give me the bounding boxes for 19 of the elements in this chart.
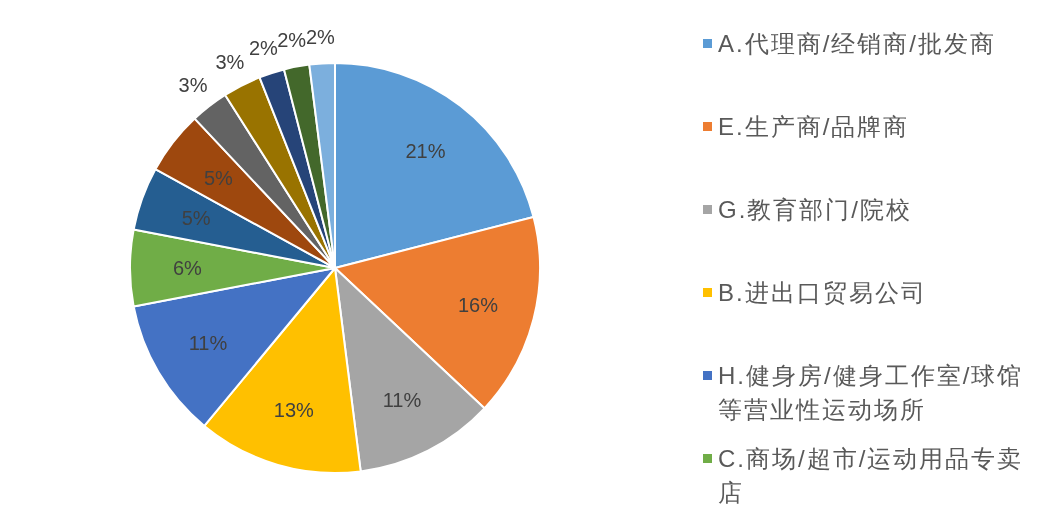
data-label: 11% [188,332,228,355]
data-label: 16% [457,293,499,316]
legend-label: C.商场/超市/运动用品专卖店 [718,444,1025,508]
data-label: 21% [405,140,446,163]
data-label: 13% [273,398,315,421]
data-label: 3% [215,50,245,73]
data-label: 3% [178,73,208,96]
legend-label: G.教育部门/院校 [718,195,913,225]
legend-label: B.进出口贸易公司 [718,278,928,308]
data-label: 5% [203,166,234,189]
data-label: 2% [248,36,279,59]
legend-label: A.代理商/经销商/批发商 [718,29,997,59]
data-label: 2% [306,25,336,48]
data-label: 6% [172,257,203,279]
legend-label: H.健身房/健身工作室/球馆等营业性运动场所 [718,361,1025,425]
data-label: 5% [181,207,211,229]
data-label: 2% [277,29,307,52]
legend-label: E.生产商/品牌商 [718,112,911,142]
data-label: 11% [382,388,422,411]
